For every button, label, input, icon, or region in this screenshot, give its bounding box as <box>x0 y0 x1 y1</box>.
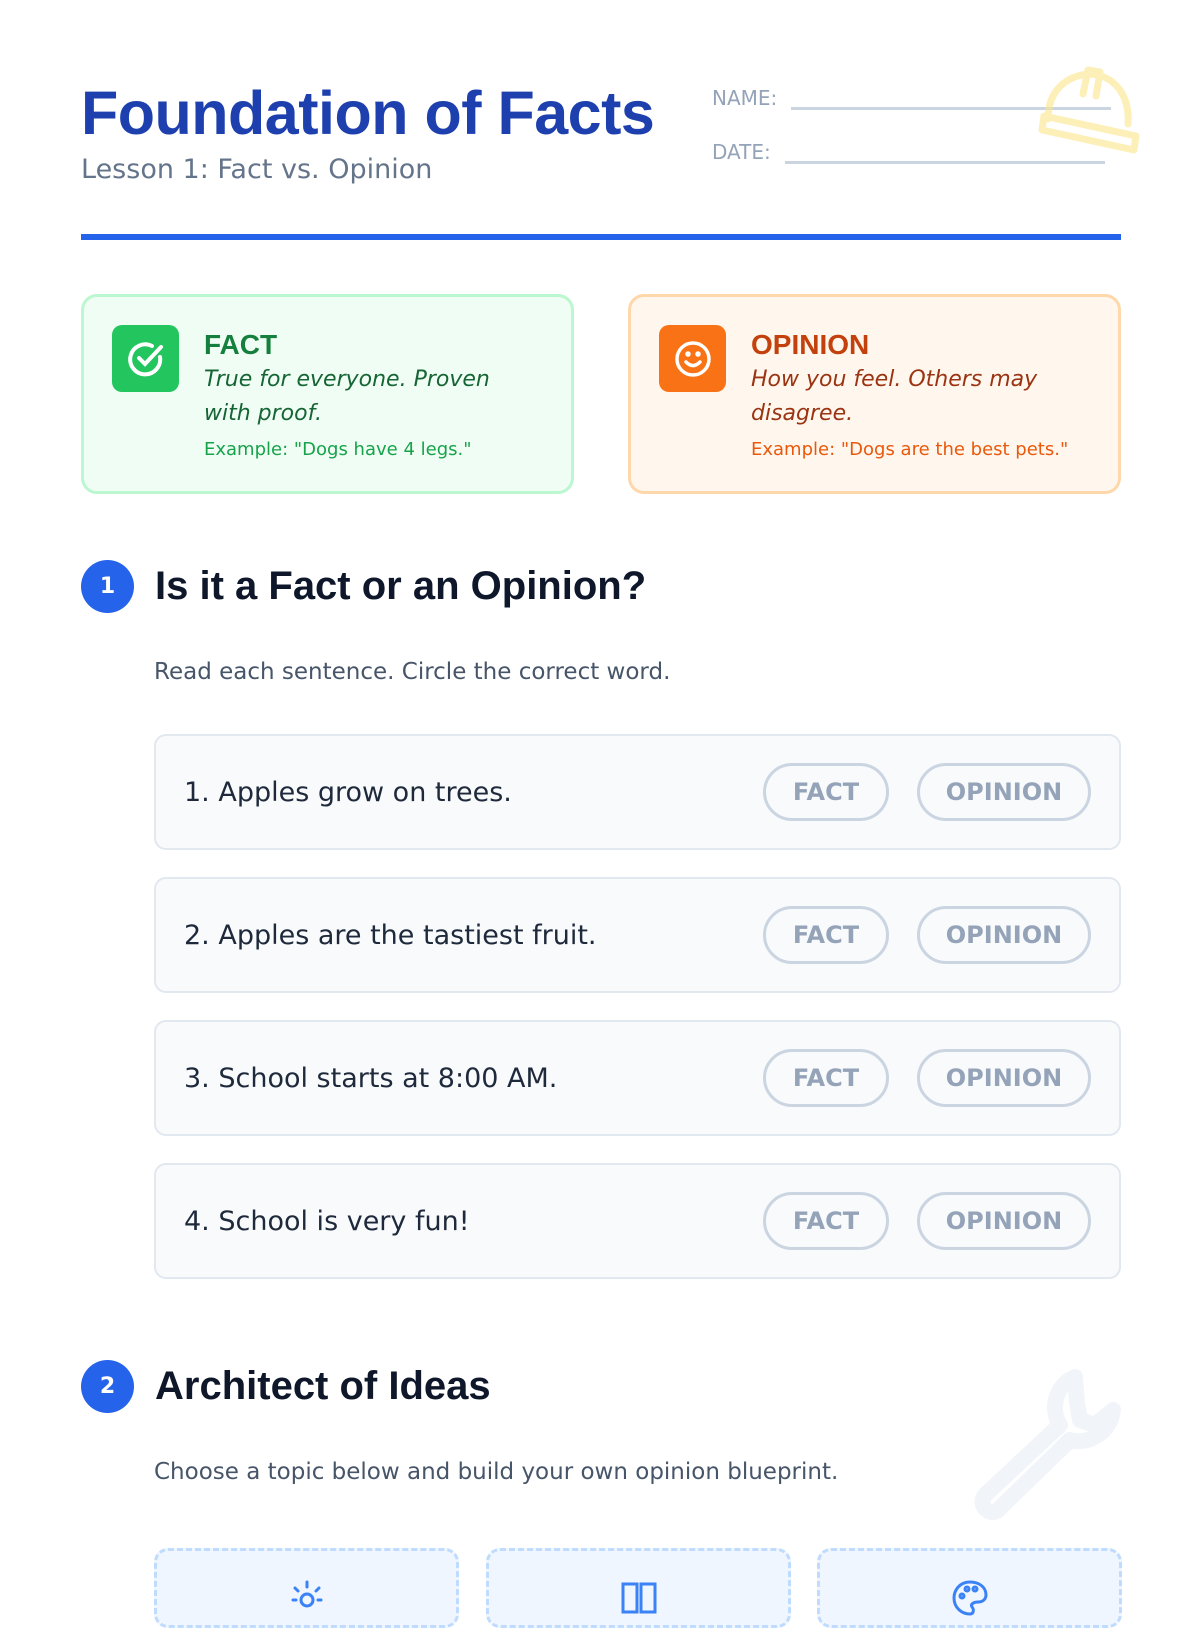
lesson-subtitle: Lesson 1: Fact vs. Opinion <box>81 154 433 185</box>
opinion-option[interactable]: OPINION <box>917 1049 1091 1107</box>
sun-icon <box>291 1580 322 1608</box>
topic-card-art[interactable] <box>817 1548 1122 1628</box>
smile-icon <box>659 325 726 392</box>
date-label: DATE: <box>712 140 771 164</box>
section-2-header: 2 Architect of Ideas <box>81 1360 491 1413</box>
opinion-definition: How you feel. Others may disagree. <box>751 367 1038 426</box>
question-text: 2. Apples are the tastiest fruit. <box>184 919 597 951</box>
question-row: 4. School is very fun! FACT OPINION <box>154 1163 1121 1279</box>
fact-option[interactable]: FACT <box>763 1192 889 1250</box>
section-number-badge: 2 <box>81 1360 134 1413</box>
fact-option[interactable]: FACT <box>763 763 889 821</box>
opinion-option[interactable]: OPINION <box>917 763 1091 821</box>
question-text: 4. School is very fun! <box>184 1205 470 1237</box>
fact-option[interactable]: FACT <box>763 906 889 964</box>
section-number-badge: 1 <box>81 560 134 613</box>
fact-card: FACT True for everyone. Proven with proo… <box>81 294 574 494</box>
opinion-card: OPINION How you feel. Others may disagre… <box>628 294 1121 494</box>
opinion-option[interactable]: OPINION <box>917 1192 1091 1250</box>
name-field[interactable]: NAME: <box>712 86 1112 110</box>
opinion-title: OPINION <box>751 329 870 360</box>
question-row: 1. Apples grow on trees. FACT OPINION <box>154 734 1121 850</box>
opinion-example: Example: "Dogs are the best pets." <box>751 439 1069 460</box>
fact-option[interactable]: FACT <box>763 1049 889 1107</box>
fact-example: Example: "Dogs have 4 legs." <box>204 439 472 460</box>
topic-card-reading[interactable] <box>486 1548 791 1628</box>
section-1-header: 1 Is it a Fact or an Opinion? <box>81 560 646 613</box>
name-label: NAME: <box>712 86 778 110</box>
opinion-option[interactable]: OPINION <box>917 906 1091 964</box>
page-title: Foundation of Facts <box>81 79 655 147</box>
fact-definition: True for everyone. Proven with proof. <box>204 367 490 426</box>
book-icon <box>621 1582 656 1614</box>
fact-title: FACT <box>204 329 278 360</box>
palette-icon <box>951 1580 988 1616</box>
question-row: 2. Apples are the tastiest fruit. FACT OPI… <box>154 877 1121 993</box>
section-2-title: Architect of Ideas <box>155 1364 491 1408</box>
question-row: 3. School starts at 8:00 AM. FACT OPINION <box>154 1020 1121 1136</box>
check-circle-icon <box>112 325 179 392</box>
section-2-instructions: Choose a topic below and build your own … <box>154 1459 839 1485</box>
section-1-title: Is it a Fact or an Opinion? <box>155 564 647 608</box>
date-field[interactable]: DATE: <box>712 140 1105 164</box>
header-divider <box>81 234 1121 240</box>
topic-card-weather[interactable] <box>154 1548 459 1628</box>
date-line[interactable] <box>784 142 1105 164</box>
wrench-icon <box>974 1369 1121 1520</box>
hard-hat-icon <box>1038 66 1140 154</box>
question-text: 3. School starts at 8:00 AM. <box>184 1062 558 1094</box>
name-line[interactable] <box>791 88 1112 110</box>
section-1-instructions: Read each sentence. Circle the correct w… <box>154 659 671 685</box>
question-text: 1. Apples grow on trees. <box>184 776 512 808</box>
